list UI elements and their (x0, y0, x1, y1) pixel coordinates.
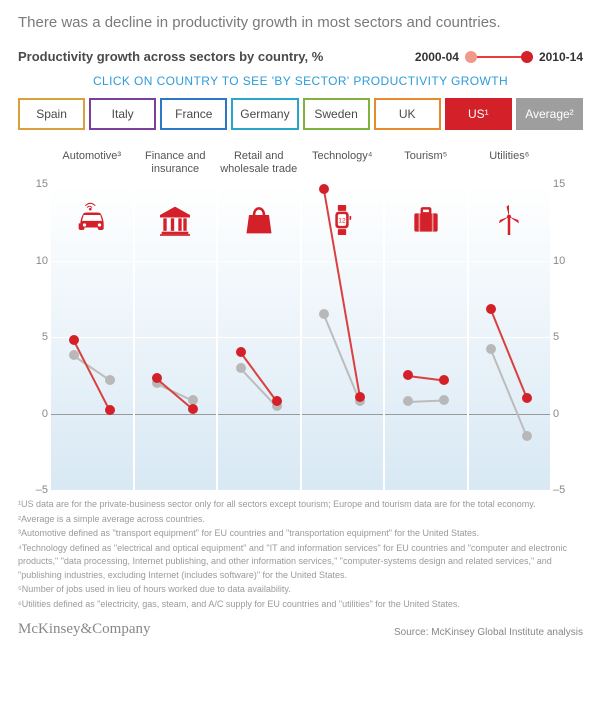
series-point (403, 370, 413, 380)
series-point (236, 347, 246, 357)
y-tick-label: 15 (20, 178, 48, 190)
legend: 2000-04 2010-14 (415, 50, 583, 64)
y-tick-label: 0 (20, 408, 48, 420)
sector-header-finance: Finance and insurance (134, 150, 218, 180)
headline-text: There was a decline in productivity grow… (18, 14, 583, 31)
turbine-icon (469, 202, 551, 238)
series-point (105, 375, 115, 385)
series-point (403, 396, 413, 406)
subhead-row: Productivity growth across sectors by co… (18, 49, 583, 64)
bag-icon (218, 202, 300, 238)
footer-row: McKinsey&Company Source: McKinsey Global… (18, 621, 583, 638)
series-point (486, 344, 496, 354)
country-tab-italy[interactable]: Italy (89, 98, 156, 130)
footnote-line: ⁵Number of jobs used in lieu of hours wo… (18, 583, 583, 597)
series-point (272, 401, 282, 411)
panel-automotive (51, 184, 133, 490)
series-line (73, 341, 111, 412)
y-tick-label: 5 (553, 331, 581, 343)
y-axis-right: –5051015 (553, 184, 581, 490)
series-point (188, 395, 198, 405)
country-tab-uk[interactable]: UK (374, 98, 441, 130)
series-point (152, 373, 162, 383)
y-tick-label: –5 (553, 484, 581, 496)
series-point (522, 393, 532, 403)
series-line (408, 400, 444, 404)
brand-logo-text: McKinsey&Company (18, 621, 151, 638)
panel-tourism (385, 184, 467, 490)
sector-header-retail: Retail and wholesale trade (217, 150, 301, 180)
series-line (240, 368, 278, 408)
y-tick-label: 0 (553, 408, 581, 420)
y-axis-left: –5051015 (20, 184, 48, 490)
sector-header-tech: Technology⁴ (301, 150, 385, 180)
source-text: Source: McKinsey Global Institute analys… (394, 627, 583, 638)
footnote-line: ⁶Utilities defined as "electricity, gas,… (18, 598, 583, 612)
series-point (69, 350, 79, 360)
series-line (157, 383, 194, 402)
country-tabs: SpainItalyFranceGermanySwedenUKUS¹Averag… (18, 98, 583, 130)
series-point (272, 396, 282, 406)
footnote-line: ²Average is a simple average across coun… (18, 513, 583, 527)
legend-period2-label: 2010-14 (539, 50, 583, 64)
series-point (486, 304, 496, 314)
sector-header-tourism: Tourism⁵ (384, 150, 468, 180)
country-tab-us[interactable]: US¹ (445, 98, 512, 130)
legend-period2: 2010-14 (521, 50, 583, 64)
legend-period1-label: 2000-04 (415, 50, 459, 64)
panel-tech: 12 (302, 184, 384, 490)
y-tick-label: –5 (20, 484, 48, 496)
series-line (157, 379, 194, 411)
series-line (323, 315, 361, 403)
series-point (152, 378, 162, 388)
bank-icon (135, 202, 217, 238)
chart-area: –5051015 –5051015 Automotive³Finance and… (18, 150, 583, 490)
country-tab-average[interactable]: Average² (516, 98, 583, 130)
panel-finance (135, 184, 217, 490)
panel-utilities (469, 184, 551, 490)
series-point (188, 404, 198, 414)
plot-panels: 12 (50, 184, 551, 490)
country-tab-germany[interactable]: Germany (231, 98, 298, 130)
watch-icon: 12 (302, 202, 384, 238)
series-point (439, 395, 449, 405)
series-line (490, 350, 528, 438)
car-icon (51, 202, 133, 238)
series-point (355, 396, 365, 406)
country-tab-sweden[interactable]: Sweden (303, 98, 370, 130)
series-point (355, 392, 365, 402)
suitcase-icon (385, 202, 467, 238)
footnotes: ¹US data are for the private-business se… (18, 498, 583, 611)
sector-header-utilities: Utilities⁶ (468, 150, 552, 180)
legend-connector-line (477, 56, 521, 58)
y-tick-label: 5 (20, 331, 48, 343)
legend-dot-start (465, 51, 477, 63)
series-line (73, 356, 110, 382)
country-tab-spain[interactable]: Spain (18, 98, 85, 130)
legend-dot-end (521, 51, 533, 63)
footnote-line: ³Automotive defined as "transport equipm… (18, 527, 583, 541)
series-line (240, 353, 278, 403)
y-tick-label: 10 (553, 255, 581, 267)
footnote-line: ⁴Technology defined as "electrical and o… (18, 542, 583, 583)
chart-subtitle: Productivity growth across sectors by co… (18, 49, 323, 64)
legend-period1: 2000-04 (415, 50, 477, 64)
y-tick-label: 15 (553, 178, 581, 190)
series-point (439, 375, 449, 385)
svg-text:12: 12 (339, 218, 347, 225)
y-tick-label: 10 (20, 255, 48, 267)
series-line (490, 310, 528, 399)
footnote-line: ¹US data are for the private-business se… (18, 498, 583, 512)
instruction-text: CLICK ON COUNTRY TO SEE 'BY SECTOR' PROD… (18, 74, 583, 88)
sector-header-automotive: Automotive³ (50, 150, 134, 180)
series-point (319, 309, 329, 319)
country-tab-france[interactable]: France (160, 98, 227, 130)
series-line (408, 375, 444, 382)
infographic-root: There was a decline in productivity grow… (0, 0, 601, 648)
sector-headers: Automotive³Finance and insuranceRetail a… (50, 150, 551, 180)
series-point (522, 431, 532, 441)
series-point (236, 363, 246, 373)
panel-retail (218, 184, 300, 490)
series-point (319, 184, 329, 194)
